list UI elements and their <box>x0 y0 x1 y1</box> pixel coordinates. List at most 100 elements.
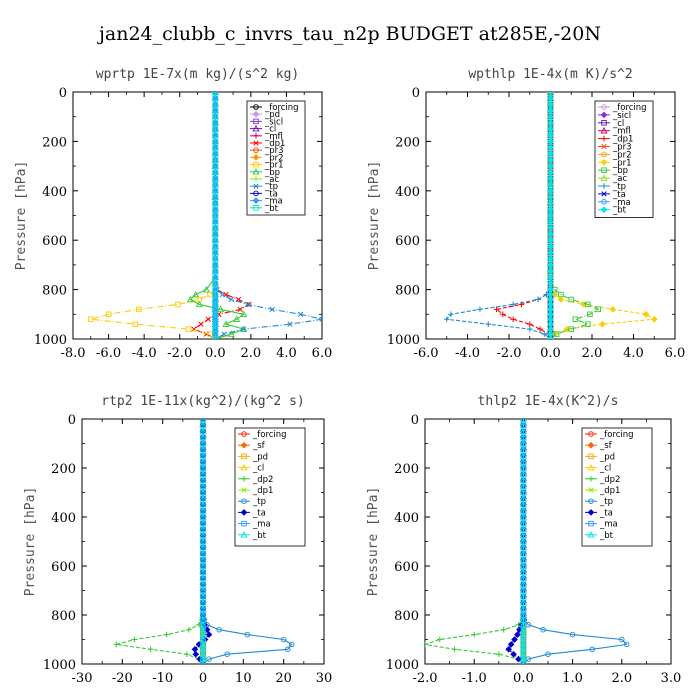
data-point <box>519 592 527 600</box>
data-point <box>547 230 554 238</box>
data-point <box>642 310 650 318</box>
data-point <box>526 326 533 332</box>
legend-label: _pr2 <box>264 153 284 163</box>
legend-label: _ta <box>252 508 266 518</box>
data-point <box>175 301 181 308</box>
legend-marker <box>601 120 607 126</box>
data-point <box>199 452 207 459</box>
data-point <box>547 156 554 164</box>
legend-label: _forcing <box>612 103 647 113</box>
data-point <box>212 255 219 262</box>
data-point <box>199 599 207 606</box>
legend-marker <box>588 431 594 437</box>
data-point <box>199 507 207 514</box>
data-point <box>212 188 219 194</box>
data-point <box>519 525 527 532</box>
data-point <box>199 568 207 575</box>
data-point <box>212 274 219 281</box>
legend-label: _sf <box>252 441 266 451</box>
data-point <box>540 626 546 633</box>
y-tick-label: 400 <box>51 511 76 526</box>
data-point <box>198 321 204 327</box>
y-tick-label: 200 <box>42 135 67 150</box>
y-axis-label: Pressure [hPa] <box>23 487 38 597</box>
data-point <box>519 550 527 557</box>
series-group <box>425 419 630 664</box>
x-tick-label: 0 <box>199 671 207 686</box>
data-point <box>212 206 219 213</box>
data-point <box>199 482 207 490</box>
data-point <box>284 646 291 653</box>
series-group <box>113 419 295 664</box>
data-point <box>519 439 527 447</box>
legend-marker <box>241 453 247 460</box>
data-point <box>199 556 207 563</box>
y-tick-label: 800 <box>395 284 420 299</box>
legend-label: _pr3 <box>264 146 284 156</box>
y-tick-label: 400 <box>394 511 419 526</box>
data-point <box>569 631 576 638</box>
data-point <box>199 519 207 526</box>
data-point <box>519 531 527 539</box>
data-point <box>519 556 527 563</box>
legend-marker <box>253 140 259 146</box>
data-point <box>547 107 554 114</box>
data-point <box>510 301 516 308</box>
data-point <box>519 419 527 422</box>
data-point <box>485 321 492 327</box>
y-tick-label: 800 <box>51 609 76 624</box>
data-point <box>240 310 248 318</box>
legend-label: _mfl <box>612 127 631 137</box>
data-point <box>287 321 293 327</box>
legend-marker <box>588 453 594 460</box>
legend-label: _bp <box>612 166 628 176</box>
y-tick-label: 0 <box>59 86 67 101</box>
data-point <box>288 641 295 648</box>
legend-marker <box>601 135 607 142</box>
legend-label: _ma <box>252 520 271 530</box>
legend-label: _pr2 <box>612 150 632 160</box>
legend-marker <box>601 104 607 110</box>
data-point <box>212 113 219 120</box>
data-point <box>558 291 564 298</box>
x-tick-label: -2.0 <box>496 346 521 361</box>
data-point <box>219 291 226 298</box>
x-tick-label: 0.0 <box>205 346 226 361</box>
data-point <box>212 92 219 95</box>
series-group <box>88 92 322 339</box>
legend-label: _tp <box>612 182 626 192</box>
chart-panel-2: wpthlp 1E-4x(m K)/s^2 Pressure [hPa] -6.0 -… <box>367 67 685 361</box>
data-point <box>519 494 527 502</box>
data-point <box>595 306 601 313</box>
legend-marker <box>241 476 247 482</box>
data-point <box>199 501 207 508</box>
y-tick-label: 600 <box>395 234 420 249</box>
y-tick-label: 1000 <box>34 333 67 348</box>
legend-label: _ma <box>599 520 618 530</box>
data-point <box>510 316 516 323</box>
legend-label: _sf <box>599 441 613 451</box>
y-tick-label: 0 <box>412 86 420 101</box>
x-tick-label: 3.0 <box>661 671 682 686</box>
legend-marker <box>252 197 260 204</box>
legend-marker <box>253 176 259 182</box>
x-tick-label: 2.0 <box>241 346 262 361</box>
data-point <box>199 419 207 422</box>
x-tick-label: -4.0 <box>455 346 480 361</box>
data-point <box>547 335 554 339</box>
data-point <box>519 586 527 594</box>
data-point <box>113 641 120 648</box>
chart-panel-1: wprtp 1E-7x(m kg)/(s^2 kg) Pressure [hPa]… <box>14 67 332 361</box>
data-point <box>199 605 207 612</box>
series-line-tp <box>445 92 552 339</box>
legend-marker <box>240 441 248 449</box>
legend-marker <box>600 126 608 134</box>
data-point <box>587 311 593 318</box>
data-point <box>519 501 527 508</box>
legend-marker <box>241 520 247 527</box>
data-point <box>199 574 207 581</box>
data-point <box>499 311 506 318</box>
legend-label: _pr1 <box>612 158 632 168</box>
data-point <box>212 249 219 256</box>
legend-marker <box>588 487 594 493</box>
